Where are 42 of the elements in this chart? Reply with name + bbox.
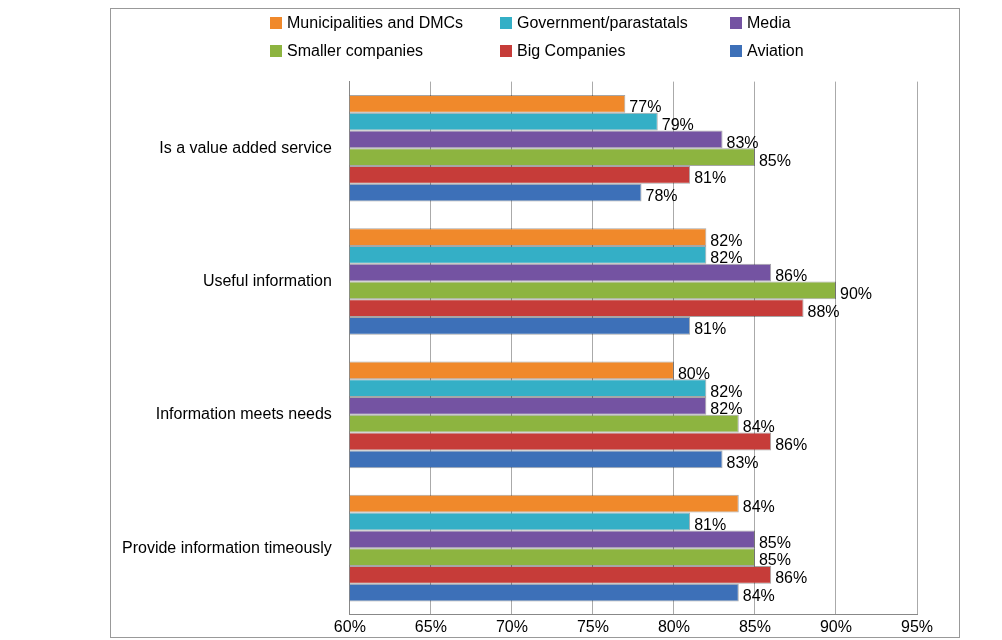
data-label: 85% (758, 533, 791, 551)
x-tick-label: 65% (414, 617, 447, 635)
y-tick-label: Useful information (202, 271, 332, 289)
data-label: 82% (710, 249, 743, 267)
legend-label: Municipalities and DMCs (287, 14, 464, 32)
x-tick-label: 90% (819, 617, 852, 635)
data-label: 86% (775, 569, 808, 587)
data-label: 83% (726, 453, 759, 471)
data-label: 77% (629, 98, 662, 116)
data-label: 81% (694, 169, 727, 187)
x-tick-label: 75% (576, 617, 609, 635)
data-label: 86% (775, 435, 808, 453)
data-label: 78% (645, 187, 678, 205)
legend-label: Government/parastatals (517, 14, 688, 32)
data-label: 84% (742, 418, 775, 436)
legend-label: Media (747, 14, 791, 32)
legend-label: Big Companies (517, 42, 626, 60)
x-tick-label: 60% (333, 617, 366, 635)
legend-label: Smaller companies (287, 42, 424, 60)
x-tick-label: 70% (495, 617, 528, 635)
data-label: 82% (710, 400, 743, 418)
data-label: 85% (758, 151, 791, 169)
data-label: 83% (726, 133, 759, 151)
data-label: 85% (758, 551, 791, 569)
data-label: 88% (807, 302, 840, 320)
data-label: 81% (694, 515, 727, 533)
y-tick-label: Provide information timeously (121, 538, 332, 556)
data-label: 79% (661, 116, 694, 133)
data-label: 84% (742, 498, 775, 516)
data-label: 82% (710, 382, 743, 400)
x-tick-label: 95% (900, 617, 934, 635)
data-label: 81% (694, 320, 727, 338)
data-label: 90% (839, 284, 873, 302)
x-tick-label: 80% (657, 617, 690, 635)
data-label: 86% (775, 267, 808, 285)
legend-label: Aviation (747, 42, 804, 60)
data-label: 82% (710, 231, 743, 249)
y-tick-label: Is a value added service (159, 138, 332, 156)
data-label: 84% (742, 586, 775, 604)
y-tick-label: Information meets needs (155, 405, 332, 423)
data-label: 80% (677, 364, 710, 382)
x-tick-label: 85% (738, 617, 771, 635)
